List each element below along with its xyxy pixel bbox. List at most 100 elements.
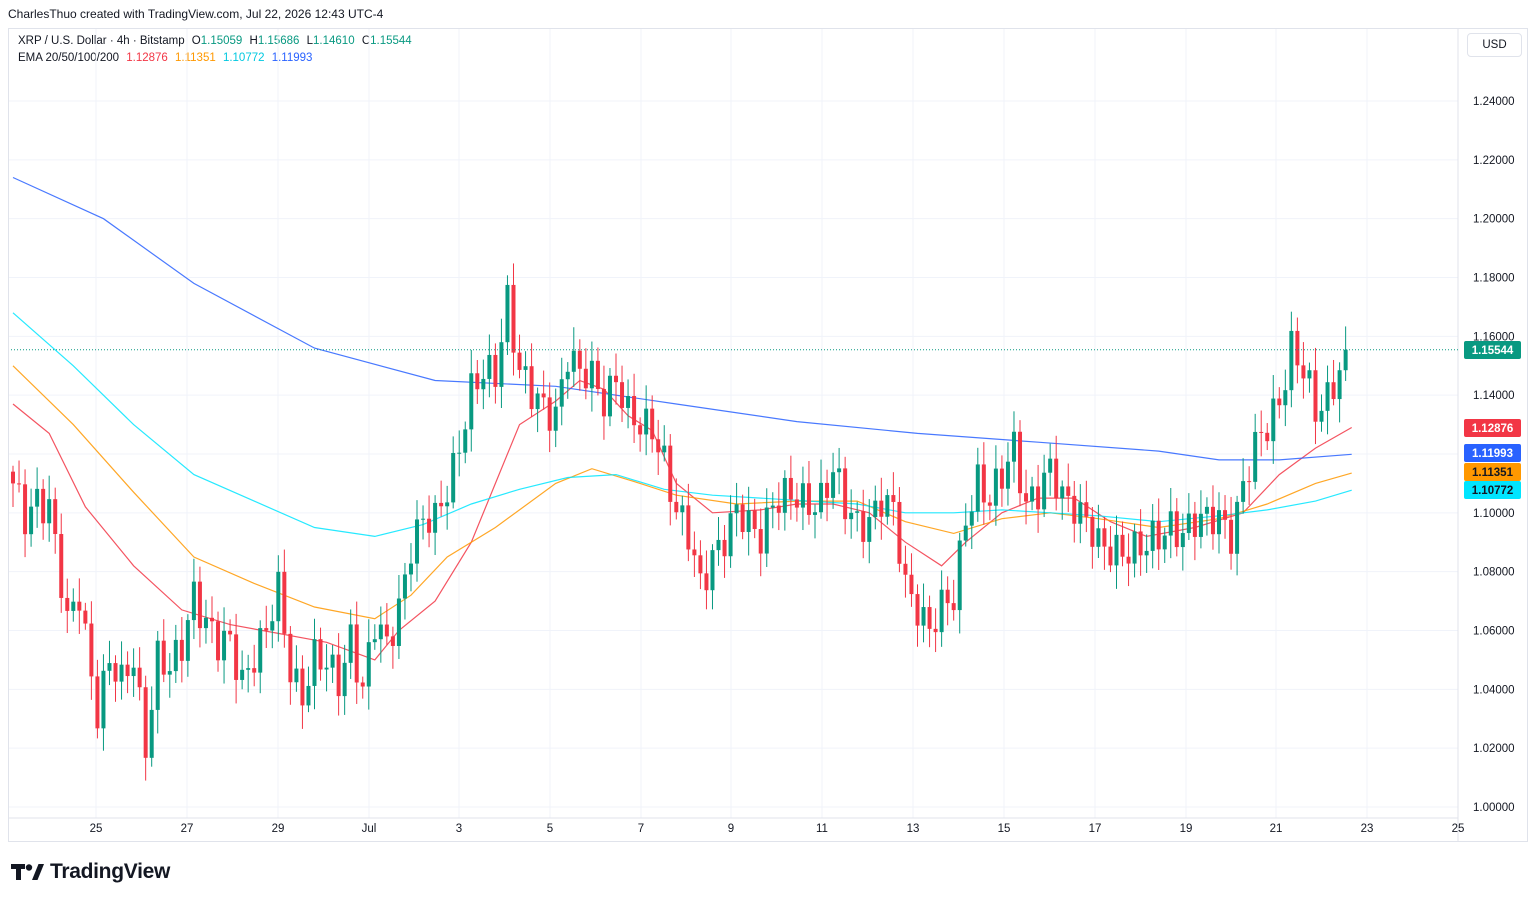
candle xyxy=(626,379,631,429)
candle-body xyxy=(433,502,438,533)
candle xyxy=(11,465,15,507)
price-tag-bg xyxy=(1464,419,1521,437)
candle xyxy=(29,488,34,547)
candle xyxy=(246,654,251,693)
candle-body xyxy=(83,610,88,624)
candle xyxy=(1313,347,1318,445)
candle-body xyxy=(258,628,263,673)
candle xyxy=(402,562,407,620)
candle-body xyxy=(240,669,245,680)
candle-body xyxy=(855,511,860,513)
candle xyxy=(487,334,492,398)
candle xyxy=(710,544,715,610)
candle xyxy=(469,349,474,452)
candle-body xyxy=(1072,495,1077,524)
candle xyxy=(1325,365,1330,435)
candle xyxy=(1235,495,1240,576)
candle xyxy=(131,648,136,697)
candle xyxy=(668,434,673,526)
candle xyxy=(831,452,836,509)
candle xyxy=(776,482,781,531)
candle xyxy=(1042,454,1047,518)
candle-body xyxy=(812,512,817,515)
close-value: C1.15544 xyxy=(361,35,412,47)
candle-body xyxy=(1277,398,1282,406)
candle-body xyxy=(1174,511,1179,548)
candle xyxy=(1138,509,1143,576)
candle-body xyxy=(614,375,618,383)
candle-body xyxy=(601,388,606,417)
candle-body xyxy=(101,670,106,729)
candle xyxy=(1289,311,1294,408)
currency-button[interactable]: USD xyxy=(1467,33,1522,57)
candle-body xyxy=(523,366,528,370)
candle xyxy=(873,485,878,530)
candle-body xyxy=(47,499,52,524)
candle xyxy=(1144,534,1149,573)
candle xyxy=(234,613,239,704)
candle xyxy=(378,606,383,663)
candle xyxy=(209,596,214,644)
candle xyxy=(288,626,293,705)
candle xyxy=(825,469,830,522)
candle-body xyxy=(228,630,233,635)
candle-body xyxy=(529,366,534,410)
candle-body xyxy=(746,510,751,533)
candle xyxy=(1018,420,1023,507)
x-tick-label: 3 xyxy=(456,823,462,835)
candle xyxy=(1030,476,1035,511)
candle-body xyxy=(686,505,691,550)
candle xyxy=(451,436,456,509)
candle-body xyxy=(861,511,866,542)
candle-body xyxy=(173,639,178,672)
candle-body xyxy=(1319,410,1324,422)
candle-body xyxy=(993,468,998,506)
candle-body xyxy=(825,482,830,498)
candle xyxy=(891,472,896,526)
candle xyxy=(83,602,88,630)
candle-body xyxy=(1060,486,1065,499)
candle xyxy=(203,599,208,644)
candle xyxy=(897,487,902,573)
ema-title[interactable]: EMA 20/50/100/200 xyxy=(18,52,120,64)
candle xyxy=(722,525,727,578)
candle xyxy=(1253,413,1258,490)
candle xyxy=(312,618,317,710)
price-tag-bg xyxy=(1464,444,1521,462)
y-axis[interactable]: 1.24000 1.22000 1.20000 1.18000 1.16000 1.140… xyxy=(1473,96,1515,814)
candle xyxy=(975,447,980,522)
x-tick-label: 29 xyxy=(272,823,285,835)
candle xyxy=(77,578,82,634)
y-tick-label: 1.08000 xyxy=(1473,567,1515,579)
y-tick-label: 1.10000 xyxy=(1473,508,1515,520)
candle-body xyxy=(969,511,974,526)
candle-body xyxy=(312,639,317,686)
candle xyxy=(915,584,920,647)
symbol-title[interactable]: XRP / U.S. Dollar · 4h · Bitstamp xyxy=(18,35,185,47)
candle xyxy=(764,488,769,567)
candle xyxy=(119,641,124,700)
x-axis[interactable]: 25 27 29 Jul 3 5 7 9 11 13 15 17 19 21 23 25 xyxy=(90,823,1465,835)
x-tick-label: 25 xyxy=(1452,823,1465,835)
candle xyxy=(1120,521,1125,567)
candle-body xyxy=(656,439,661,453)
candle xyxy=(499,318,504,409)
candle-body xyxy=(547,397,552,431)
price-tag: 1.12876 xyxy=(1464,419,1521,437)
candle xyxy=(740,494,745,540)
candle xyxy=(270,604,275,649)
candle xyxy=(463,421,468,464)
ema-legend: EMA 20/50/100/200 1.12876 1.11351 1.1077… xyxy=(18,52,316,64)
candle-body xyxy=(794,499,799,508)
price-tag-label: 1.11351 xyxy=(1472,467,1514,479)
chart-attribution: CharlesThuo created with TradingView.com… xyxy=(8,7,384,21)
candle xyxy=(1005,442,1010,506)
candle xyxy=(927,595,932,648)
candle-body xyxy=(565,371,570,380)
candle xyxy=(505,275,510,355)
candle-body xyxy=(445,502,450,507)
candle-body xyxy=(1144,550,1149,556)
candle xyxy=(1180,513,1185,571)
x-tick-label: 7 xyxy=(638,823,644,835)
